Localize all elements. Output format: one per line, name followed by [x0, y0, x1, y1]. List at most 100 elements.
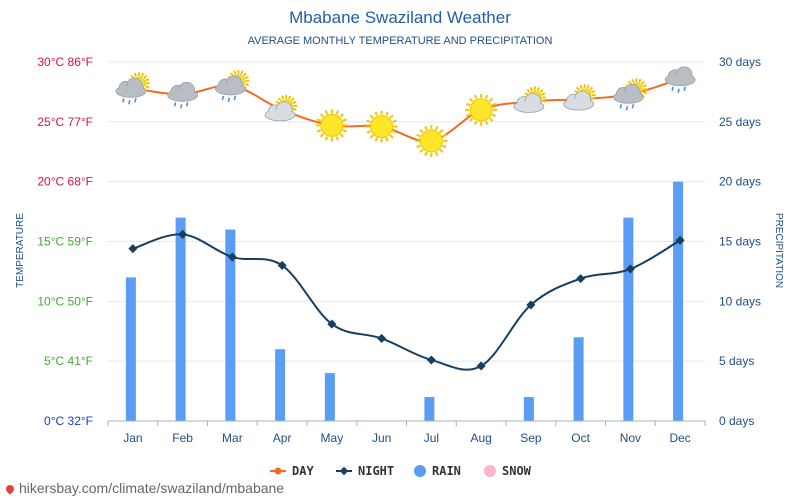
sun-ray [366, 119, 371, 123]
legend[interactable]: DAY NIGHT RAIN SNOW [270, 464, 532, 478]
cloud-fill [116, 86, 145, 97]
legend-item-snow[interactable]: SNOW [484, 464, 532, 478]
sun-ray [389, 134, 394, 139]
sun-ray [524, 92, 529, 96]
weather-icons [115, 66, 696, 157]
cloud-sun-icon [264, 94, 298, 122]
sun-ray [465, 102, 471, 107]
right-tick-label: 5 days [719, 354, 754, 368]
night-point [377, 333, 387, 343]
sun-ray [342, 129, 348, 133]
sun-ray [491, 102, 497, 107]
sun-ray [540, 92, 546, 96]
rain-drop [671, 86, 674, 91]
source-link[interactable]: hikersbay.com/climate/swaziland/mbabane [19, 480, 285, 496]
x-tick-label: Oct [571, 431, 590, 445]
sun-ray [275, 100, 281, 105]
night-point [426, 355, 436, 365]
rain-bars [125, 181, 684, 421]
right-tick-label: 20 days [719, 175, 761, 189]
cloud-fill [216, 83, 245, 94]
night-point [576, 274, 586, 284]
sun-ray [316, 118, 322, 122]
sun-ray [324, 136, 329, 141]
sun-ray [484, 120, 489, 126]
sun-ray [588, 86, 594, 91]
sun-disc [469, 98, 493, 122]
legend-marker [339, 466, 349, 476]
cloud-fill [266, 109, 295, 120]
sun-ray [130, 74, 135, 80]
sun-ray [244, 75, 249, 80]
sun-ray [590, 89, 596, 94]
sun-ray [579, 84, 583, 90]
cloud-fill [168, 90, 197, 101]
legend-label: SNOW [502, 464, 532, 478]
sun-ray [339, 133, 344, 138]
sun-ray [642, 84, 647, 88]
sun-ray [526, 89, 531, 94]
rain-drop [173, 102, 177, 107]
sun-ray [144, 85, 150, 89]
sun-icon [465, 93, 498, 126]
sun-ray [442, 144, 447, 149]
rain-drop [631, 104, 635, 109]
sun-ray [576, 86, 581, 91]
rain-drop [134, 98, 137, 103]
night-line [132, 233, 681, 371]
rain-drop [619, 104, 623, 109]
sun-ray [335, 136, 339, 141]
right-axis-title: PRECIPITATION [773, 213, 784, 288]
sun-ray [424, 125, 428, 131]
sun-ray [292, 107, 297, 112]
legend-marker [484, 465, 496, 477]
sun-ray [484, 94, 489, 100]
sun-ray [416, 133, 421, 138]
cloud-sun-icon [513, 86, 546, 113]
sun-ray [586, 84, 590, 90]
sun-ray [474, 94, 478, 100]
cloud-sun-rain-icon [612, 78, 648, 111]
left-tick-label: 5°C 41°F [44, 354, 93, 368]
sun-ray [590, 96, 596, 101]
sun-ray [539, 89, 544, 94]
sun-ray [144, 78, 150, 82]
sun-ray [369, 114, 374, 119]
sun-ray [469, 97, 474, 103]
sun-ray [335, 110, 339, 115]
location-pin-icon [4, 483, 16, 495]
sun-ray [290, 97, 295, 102]
sun-ray [319, 133, 325, 138]
rain-bar [523, 397, 534, 421]
sun-ray [491, 113, 497, 117]
rain-drop [179, 104, 183, 109]
axes: 0°C 32°F 0 days 5°C 41°F 5 days 10°C 50°F 10 … [15, 55, 784, 445]
cloud-fill [564, 99, 593, 110]
legend-label: RAIN [432, 464, 461, 478]
left-tick-label: 10°C 50°F [37, 294, 93, 308]
sun-ray [385, 111, 389, 116]
sun-ray [140, 72, 145, 78]
sun-ray [287, 95, 292, 100]
legend-item-rain[interactable]: RAIN [414, 464, 461, 478]
sun-ray [424, 151, 428, 157]
sun-ray [442, 133, 447, 138]
sun-ray [474, 120, 478, 126]
sun-ray [638, 78, 642, 84]
sun-ray [465, 113, 471, 117]
sun-icon [415, 124, 448, 157]
source-watermark[interactable]: hikersbay.com/climate/swaziland/mbabane [4, 480, 285, 496]
legend-item-day[interactable]: DAY [270, 464, 314, 478]
sun-ray [374, 137, 378, 142]
rain-drop [683, 86, 686, 91]
rain-bar [623, 217, 634, 421]
right-tick-label: 10 days [719, 294, 761, 308]
sun-ray [439, 128, 444, 134]
sun-ray [536, 86, 541, 92]
right-tick-label: 25 days [719, 115, 761, 129]
cloud-fill [614, 92, 643, 103]
sun-ray [389, 114, 394, 119]
legend-item-night[interactable]: NIGHT [336, 464, 394, 478]
sun-disc [320, 113, 344, 137]
